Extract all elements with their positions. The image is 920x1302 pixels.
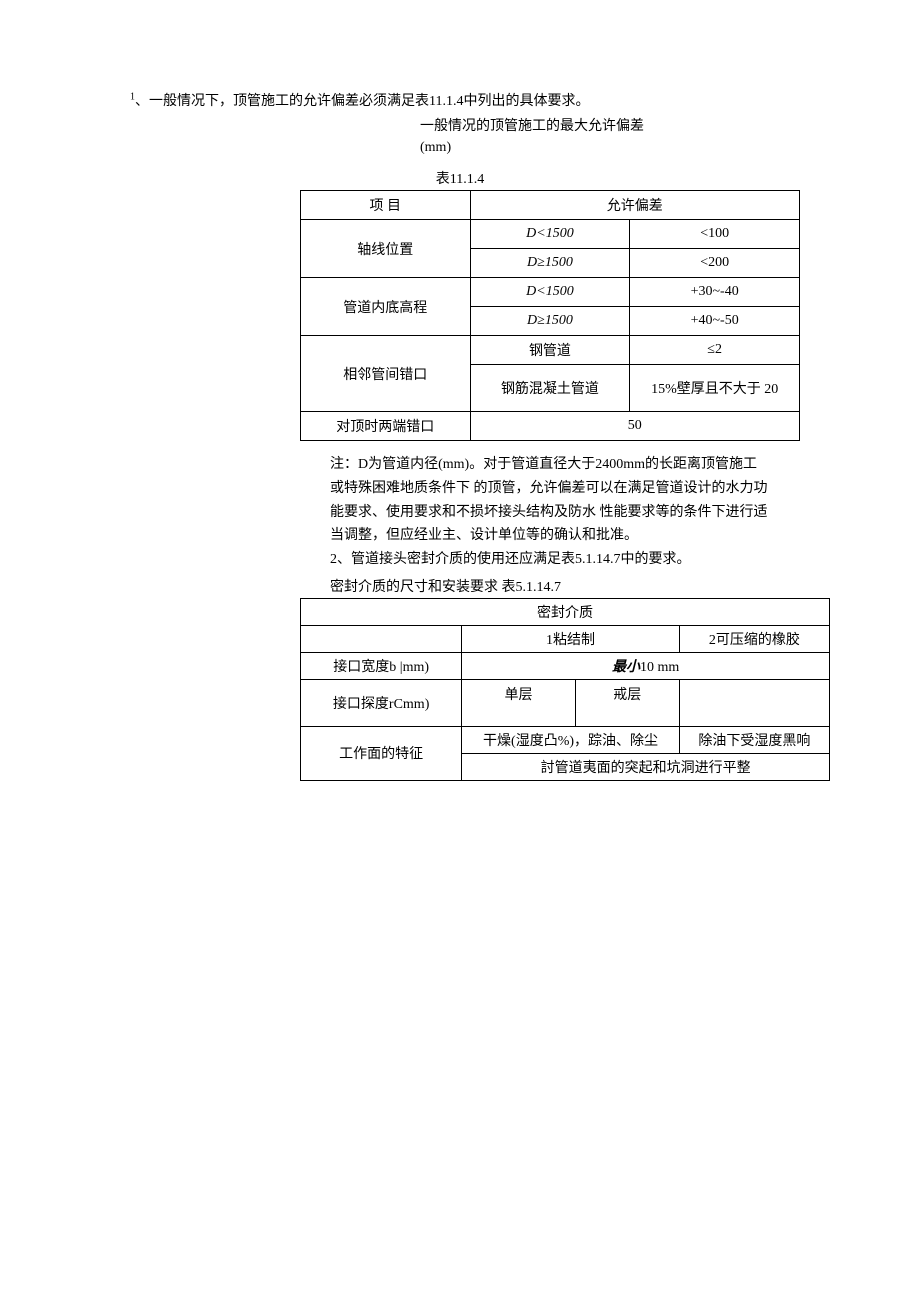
cell-width-label: 接口宽度b |mm) (301, 652, 462, 679)
note-p2: 2、管道接头密封介质的使用还应满足表5.1.14.7中的要求。 (330, 552, 691, 567)
table-row: 相邻管间错口 钢管道 ≤2 (301, 336, 800, 365)
cell (679, 679, 829, 726)
notes-block: 注：D为管道内径(mm)。对于管道直径大于2400mm的长距离顶管施工或特殊困难… (330, 453, 770, 572)
table-row: 接口探度rCmm) 单层 戒层 (301, 679, 830, 726)
subtitle-block: 一般情况的顶管施工的最大允许偏差 (mm) (420, 116, 790, 158)
cell: D≥1500 (470, 307, 630, 336)
cell (301, 625, 462, 652)
cell-depth-label: 接口探度rCmm) (301, 679, 462, 726)
subtitle-line2: (mm) (420, 137, 790, 158)
cell: 1粘结制 (462, 625, 679, 652)
cell: 最小10 mm (462, 652, 830, 679)
intro-text: 、一般情况下，顶管施工的允许偏差必须满足表11.1.4中列出的具体要求。 (135, 94, 589, 109)
min-prefix: 最小 (612, 660, 640, 675)
cell-axis-label: 轴线位置 (301, 220, 471, 278)
table-row: 项 目 允许偏差 (301, 191, 800, 220)
header-cell-item: 项 目 (301, 191, 471, 220)
table-row: 管道内底高程 D<1500 +30~-40 (301, 278, 800, 307)
cell-surface-label: 工作面的特征 (301, 726, 462, 780)
note-p1: 注：D为管道内径(mm)。对于管道直径大于2400mm的长距离顶管施工或特殊困难… (330, 457, 768, 543)
intro-paragraph: 1、一般情况下，顶管施工的允许偏差必须满足表11.1.4中列出的具体要求。 (130, 90, 790, 110)
cell-elev-label: 管道内底高程 (301, 278, 471, 336)
cell: <200 (630, 249, 800, 278)
cell: +30~-40 (630, 278, 800, 307)
table2: 密封介质 1粘结制 2可压缩的橡胶 接口宽度b |mm) 最小10 mm 接口探… (300, 598, 830, 781)
table1: 项 目 允许偏差 轴线位置 D<1500 <100 D≥1500 <200 管道… (300, 190, 800, 441)
table-row: 轴线位置 D<1500 <100 (301, 220, 800, 249)
table-row: 对顶时两端错口 50 (301, 412, 800, 441)
cell: 討管道夷面的突起和坑洞进行平整 (462, 753, 830, 780)
table-row: 密封介质 (301, 598, 830, 625)
cell-adj-label: 相邻管间错口 (301, 336, 471, 412)
table-row: 接口宽度b |mm) 最小10 mm (301, 652, 830, 679)
cell-end-label: 对顶时两端错口 (301, 412, 471, 441)
min-value: 10 mm (640, 660, 679, 675)
document-page: 1、一般情况下，顶管施工的允许偏差必须满足表11.1.4中列出的具体要求。 一般… (0, 0, 920, 801)
cell: 钢管道 (470, 336, 630, 365)
cell: D<1500 (470, 278, 630, 307)
header-cell: 密封介质 (301, 598, 830, 625)
cell: 50 (470, 412, 799, 441)
cell: D≥1500 (470, 249, 630, 278)
table1-caption: 表11.1.4 (130, 168, 790, 188)
cell: <100 (630, 220, 800, 249)
table-row: 1粘结制 2可压缩的橡胶 (301, 625, 830, 652)
table2-caption: 密封介质的尺寸和安装要求 表5.1.14.7 (330, 576, 790, 596)
cell: 钢筋混凝土管道 (470, 365, 630, 412)
cell: +40~-50 (630, 307, 800, 336)
cell: 15%壁厚且不大于 20 (630, 365, 800, 412)
cell: 干燥(湿度凸%)，踪油、除尘 (462, 726, 679, 753)
cell: D<1500 (470, 220, 630, 249)
table-row: 工作面的特征 干燥(湿度凸%)，踪油、除尘 除油下受湿度黑响 (301, 726, 830, 753)
subtitle-line1: 一般情况的顶管施工的最大允许偏差 (420, 116, 790, 137)
cell: 2可压缩的橡胶 (679, 625, 829, 652)
cell: 单层 (462, 679, 575, 726)
cell: 除油下受湿度黑响 (679, 726, 829, 753)
cell: ≤2 (630, 336, 800, 365)
header-cell-deviation: 允许偏差 (470, 191, 799, 220)
cell: 戒层 (575, 679, 679, 726)
